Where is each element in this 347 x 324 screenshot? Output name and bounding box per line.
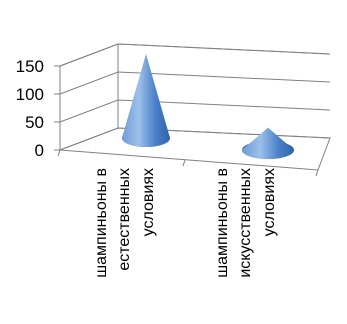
gridline <box>59 71 331 95</box>
cone-body <box>122 54 170 147</box>
y-axis-ticks: 0 50 100 150 <box>16 57 60 160</box>
cone-body <box>242 127 294 159</box>
y-tick-label: 150 <box>16 57 44 76</box>
y-tick-label: 50 <box>25 113 44 132</box>
x-category-label-line: условиях <box>140 168 157 236</box>
x-category-label: шампиньоны в естественных условиях <box>93 168 157 278</box>
gridline <box>59 127 331 151</box>
gridline <box>59 99 331 123</box>
x-tick-mark <box>57 149 61 157</box>
x-category-label: шампиньоны в искусственных условиях <box>214 168 278 278</box>
x-category-label-line: условиях <box>261 168 278 236</box>
x-category-label-line: шампиньоны в <box>214 168 231 278</box>
gridlines <box>59 43 331 151</box>
cone-marks <box>122 54 294 159</box>
gridline <box>59 43 331 67</box>
cone-mark <box>122 54 170 147</box>
x-category-label-line: шампиньоны в <box>93 168 110 278</box>
x-tick-mark <box>182 159 186 167</box>
y-tick-label: 0 <box>35 141 44 160</box>
x-category-label-line: естественных <box>116 168 133 271</box>
cone-mark <box>242 127 294 159</box>
y-tick-label: 100 <box>16 85 44 104</box>
x-axis-labels: шампиньоны в естественных условиях шампиньо… <box>57 149 319 278</box>
x-category-label-line: искусственных <box>237 168 254 278</box>
x-tick-mark <box>315 169 319 177</box>
